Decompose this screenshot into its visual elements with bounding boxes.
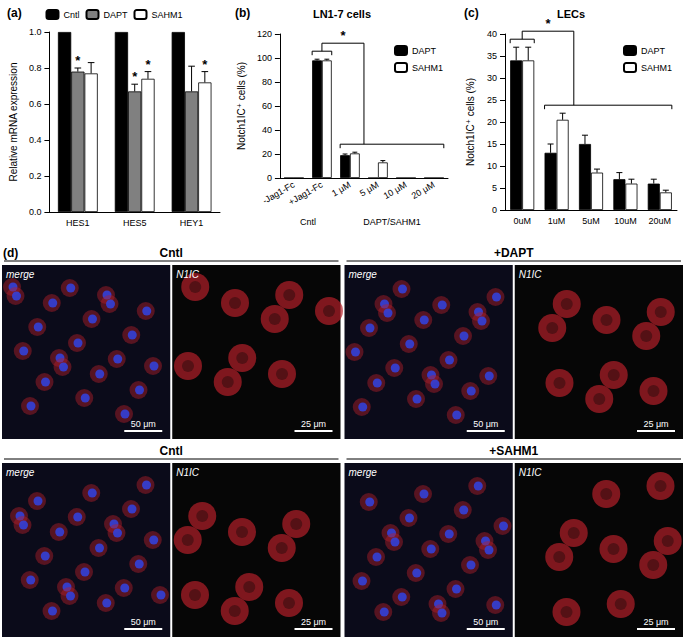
svg-text:Notch1IC⁺ cells (%): Notch1IC⁺ cells (%) [236, 62, 247, 150]
svg-text:0.2: 0.2 [29, 171, 42, 181]
svg-text:(c): (c) [464, 6, 479, 20]
svg-text:25 μm: 25 μm [643, 617, 668, 627]
svg-text:+DAPT: +DAPT [494, 246, 534, 260]
svg-text:*: * [145, 57, 151, 72]
svg-text:0.8: 0.8 [29, 63, 42, 73]
svg-text:merge: merge [6, 467, 35, 478]
svg-text:10: 10 [487, 161, 497, 171]
svg-text:Cntl: Cntl [160, 246, 183, 260]
svg-text:20: 20 [262, 149, 272, 159]
svg-text:*: * [202, 57, 208, 72]
svg-text:Cntl: Cntl [160, 444, 183, 458]
svg-text:1 μM: 1 μM [330, 180, 352, 199]
svg-text:Cntl: Cntl [300, 217, 316, 227]
svg-text:DAPT: DAPT [412, 46, 437, 56]
svg-text:0: 0 [267, 173, 272, 183]
svg-text:10uM: 10uM [614, 216, 637, 226]
svg-text:merge: merge [349, 269, 378, 280]
svg-text:DAPT/SAHM1: DAPT/SAHM1 [363, 217, 421, 227]
svg-text:0: 0 [492, 205, 497, 215]
svg-text:5: 5 [492, 183, 497, 193]
svg-text:25 μm: 25 μm [643, 419, 668, 429]
svg-text:N1IC: N1IC [519, 467, 543, 478]
svg-text:20uM: 20uM [649, 216, 672, 226]
svg-text:HES5: HES5 [123, 218, 147, 228]
svg-text:30: 30 [487, 73, 497, 83]
svg-text:LN1-7 cells: LN1-7 cells [313, 8, 371, 20]
svg-text:-Jag1-Fc: -Jag1-Fc [260, 179, 297, 207]
svg-text:(b): (b) [235, 6, 250, 20]
svg-text:50 μm: 50 μm [473, 617, 498, 627]
svg-text:HES1: HES1 [66, 218, 90, 228]
svg-text:10 μM: 10 μM [382, 180, 409, 201]
svg-text:Relative mRNA expression: Relative mRNA expression [8, 63, 19, 182]
svg-text:0.0: 0.0 [29, 207, 42, 217]
svg-text:50 μm: 50 μm [131, 419, 156, 429]
svg-text:SAHM1: SAHM1 [152, 10, 183, 20]
svg-text:100: 100 [257, 53, 272, 63]
svg-text:*: * [132, 69, 138, 84]
svg-text:0.4: 0.4 [29, 135, 42, 145]
svg-text:merge: merge [6, 269, 35, 280]
svg-text:1uM: 1uM [548, 216, 566, 226]
svg-text:SAHM1: SAHM1 [412, 63, 443, 73]
svg-text:50 μm: 50 μm [131, 617, 156, 627]
svg-text:(d): (d) [3, 246, 18, 260]
svg-text:*: * [340, 28, 346, 43]
svg-text:Notch1IC⁺ cells (%): Notch1IC⁺ cells (%) [465, 78, 476, 166]
svg-text:DAPT: DAPT [641, 46, 666, 56]
svg-text:5uM: 5uM [582, 216, 600, 226]
svg-text:40: 40 [262, 125, 272, 135]
svg-text:40: 40 [487, 29, 497, 39]
svg-text:merge: merge [349, 467, 378, 478]
svg-text:+Jag1-Fc: +Jag1-Fc [287, 179, 325, 207]
svg-text:25: 25 [487, 95, 497, 105]
svg-text:5 μM: 5 μM [358, 180, 380, 199]
svg-text:0.6: 0.6 [29, 99, 42, 109]
svg-text:*: * [75, 53, 81, 68]
svg-text:N1IC: N1IC [519, 269, 543, 280]
svg-text:(a): (a) [7, 6, 22, 20]
svg-text:N1IC: N1IC [176, 467, 200, 478]
svg-text:25 μm: 25 μm [301, 419, 326, 429]
svg-text:Cntl: Cntl [63, 10, 79, 20]
svg-text:+SAHM1: +SAHM1 [489, 444, 538, 458]
svg-text:120: 120 [257, 29, 272, 39]
svg-text:20: 20 [487, 117, 497, 127]
svg-text:DAPT: DAPT [103, 10, 128, 20]
svg-text:HEY1: HEY1 [180, 218, 204, 228]
svg-text:*: * [545, 16, 551, 31]
svg-text:50 μm: 50 μm [473, 419, 498, 429]
svg-text:35: 35 [487, 51, 497, 61]
svg-text:SAHM1: SAHM1 [641, 63, 672, 73]
svg-text:20 μM: 20 μM [410, 180, 437, 201]
svg-text:80: 80 [262, 77, 272, 87]
svg-text:25 μm: 25 μm [301, 617, 326, 627]
svg-text:0uM: 0uM [513, 216, 531, 226]
svg-text:LECs: LECs [557, 8, 585, 20]
svg-text:60: 60 [262, 101, 272, 111]
svg-text:N1IC: N1IC [176, 269, 200, 280]
svg-text:15: 15 [487, 139, 497, 149]
svg-text:1.0: 1.0 [29, 27, 42, 37]
